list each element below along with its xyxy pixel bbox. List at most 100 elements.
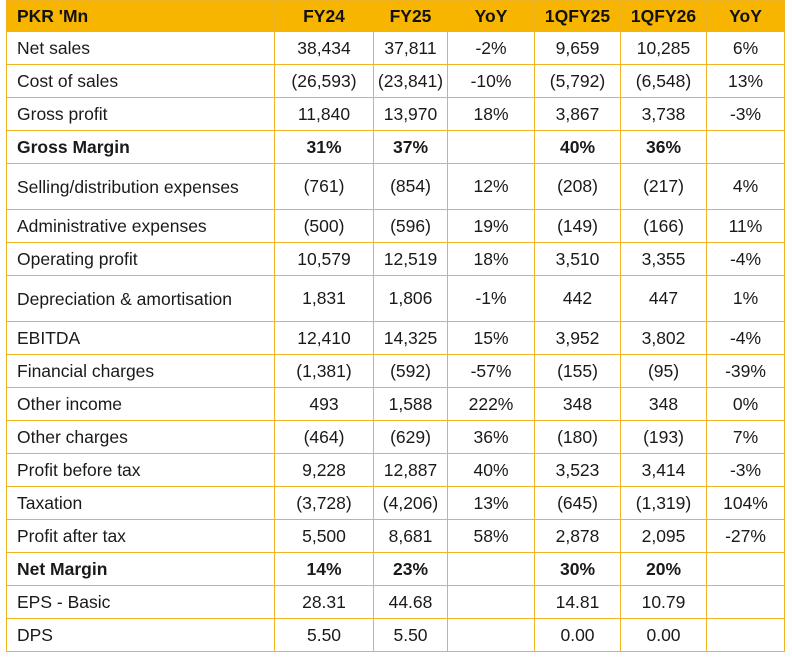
table-row: DPS 5.50 5.50 0.00 0.00 <box>6 618 785 652</box>
cell-fy24: (1,381) <box>274 354 374 388</box>
cell-1qfy25: (155) <box>534 354 621 388</box>
cell-1qfy26: (95) <box>620 354 707 388</box>
cell-1qfy26: 348 <box>620 387 707 421</box>
cell-yoy-annual: 15% <box>447 321 535 355</box>
cell-fy24: (500) <box>274 209 374 243</box>
cell-yoy-quarterly: 13% <box>706 64 785 98</box>
cell-1qfy25: 348 <box>534 387 621 421</box>
row-label: Profit before tax <box>6 453 275 487</box>
row-label: EPS - Basic <box>6 585 275 619</box>
cell-fy25: 37,811 <box>373 31 448 65</box>
table-row: Administrative expenses (500) (596) 19% (149… <box>6 209 785 243</box>
table-row: Depreciation & amortisation 1,831 1,806 -1%… <box>6 275 785 322</box>
cell-fy24: 31% <box>274 130 374 164</box>
cell-1qfy26: 36% <box>620 130 707 164</box>
cell-fy25: 23% <box>373 552 448 586</box>
cell-fy25: (4,206) <box>373 486 448 520</box>
cell-yoy-quarterly <box>706 552 785 586</box>
cell-fy25: (592) <box>373 354 448 388</box>
header-cell-metric: PKR 'Mn <box>6 0 275 32</box>
cell-yoy-quarterly: 11% <box>706 209 785 243</box>
cell-yoy-quarterly: -3% <box>706 97 785 131</box>
table-row: Other income 493 1,588 222% 348 348 0% <box>6 387 785 421</box>
cell-yoy-annual <box>447 552 535 586</box>
cell-fy24: 5.50 <box>274 618 374 652</box>
cell-1qfy26: 3,802 <box>620 321 707 355</box>
cell-fy25: (854) <box>373 163 448 210</box>
cell-fy24: (761) <box>274 163 374 210</box>
header-cell-yoy-annual: YoY <box>447 0 535 32</box>
row-label: Gross profit <box>6 97 275 131</box>
cell-1qfy26: 3,414 <box>620 453 707 487</box>
cell-1qfy25: (180) <box>534 420 621 454</box>
row-label: Net sales <box>6 31 275 65</box>
header-cell-1qfy26: 1QFY26 <box>620 0 707 32</box>
table-row: Other charges (464) (629) 36% (180) (193) 7% <box>6 420 785 454</box>
row-label: Financial charges <box>6 354 275 388</box>
row-label: Selling/distribution expenses <box>6 163 275 210</box>
table-row: Operating profit 10,579 12,519 18% 3,510 3,35… <box>6 242 785 276</box>
cell-yoy-quarterly: -27% <box>706 519 785 553</box>
cell-1qfy25: 30% <box>534 552 621 586</box>
row-label: Other income <box>6 387 275 421</box>
cell-yoy-annual: 13% <box>447 486 535 520</box>
cell-1qfy25: 0.00 <box>534 618 621 652</box>
cell-fy24: 14% <box>274 552 374 586</box>
table-row: Gross profit 11,840 13,970 18% 3,867 3,738 -3% <box>6 97 785 131</box>
cell-yoy-annual: 18% <box>447 242 535 276</box>
cell-fy25: (596) <box>373 209 448 243</box>
cell-fy24: (26,593) <box>274 64 374 98</box>
cell-yoy-annual: -10% <box>447 64 535 98</box>
cell-1qfy25: 9,659 <box>534 31 621 65</box>
cell-yoy-quarterly: -4% <box>706 242 785 276</box>
cell-1qfy26: (6,548) <box>620 64 707 98</box>
cell-fy25: (629) <box>373 420 448 454</box>
cell-yoy-annual: -57% <box>447 354 535 388</box>
cell-fy25: 1,588 <box>373 387 448 421</box>
cell-fy25: (23,841) <box>373 64 448 98</box>
cell-yoy-annual: 40% <box>447 453 535 487</box>
cell-fy24: 11,840 <box>274 97 374 131</box>
cell-yoy-annual: 18% <box>447 97 535 131</box>
financial-summary: PKR 'Mn FY24 FY25 YoY 1QFY25 1QFY26 YoY … <box>6 0 785 652</box>
table-row: Gross Margin 31% 37% 40% 36% <box>6 130 785 164</box>
cell-1qfy26: (1,319) <box>620 486 707 520</box>
table-row: EBITDA 12,410 14,325 15% 3,952 3,802 -4% <box>6 321 785 355</box>
cell-1qfy26: 2,095 <box>620 519 707 553</box>
cell-fy24: 28.31 <box>274 585 374 619</box>
row-label: Other charges <box>6 420 275 454</box>
cell-fy24: (3,728) <box>274 486 374 520</box>
cell-fy25: 8,681 <box>373 519 448 553</box>
row-label: Profit after tax <box>6 519 275 553</box>
cell-yoy-quarterly: 4% <box>706 163 785 210</box>
table-row: Profit after tax 5,500 8,681 58% 2,878 2,095-… <box>6 519 785 553</box>
cell-yoy-annual: 36% <box>447 420 535 454</box>
cell-yoy-annual <box>447 130 535 164</box>
cell-1qfy25: 442 <box>534 275 621 322</box>
cell-fy25: 13,970 <box>373 97 448 131</box>
cell-yoy-annual: 19% <box>447 209 535 243</box>
cell-1qfy26: 447 <box>620 275 707 322</box>
cell-1qfy26: 10.79 <box>620 585 707 619</box>
cell-yoy-quarterly: 104% <box>706 486 785 520</box>
cell-yoy-annual: 58% <box>447 519 535 553</box>
cell-1qfy25: 3,952 <box>534 321 621 355</box>
cell-1qfy25: 3,867 <box>534 97 621 131</box>
table-row: EPS - Basic 28.31 44.68 14.81 10.79 <box>6 585 785 619</box>
cell-1qfy26: 0.00 <box>620 618 707 652</box>
cell-1qfy25: (5,792) <box>534 64 621 98</box>
row-label: EBITDA <box>6 321 275 355</box>
header-cell-fy25: FY25 <box>373 0 448 32</box>
cell-fy24: (464) <box>274 420 374 454</box>
cell-yoy-quarterly: 1% <box>706 275 785 322</box>
table-header: PKR 'Mn FY24 FY25 YoY 1QFY25 1QFY26 YoY <box>6 0 785 32</box>
cell-yoy-quarterly <box>706 130 785 164</box>
cell-1qfy26: (166) <box>620 209 707 243</box>
cell-1qfy25: 3,523 <box>534 453 621 487</box>
cell-yoy-quarterly: -4% <box>706 321 785 355</box>
header-cell-yoy-quarterly: YoY <box>706 0 785 32</box>
cell-yoy-quarterly <box>706 618 785 652</box>
cell-1qfy25: 3,510 <box>534 242 621 276</box>
cell-fy24: 10,579 <box>274 242 374 276</box>
cell-fy24: 1,831 <box>274 275 374 322</box>
